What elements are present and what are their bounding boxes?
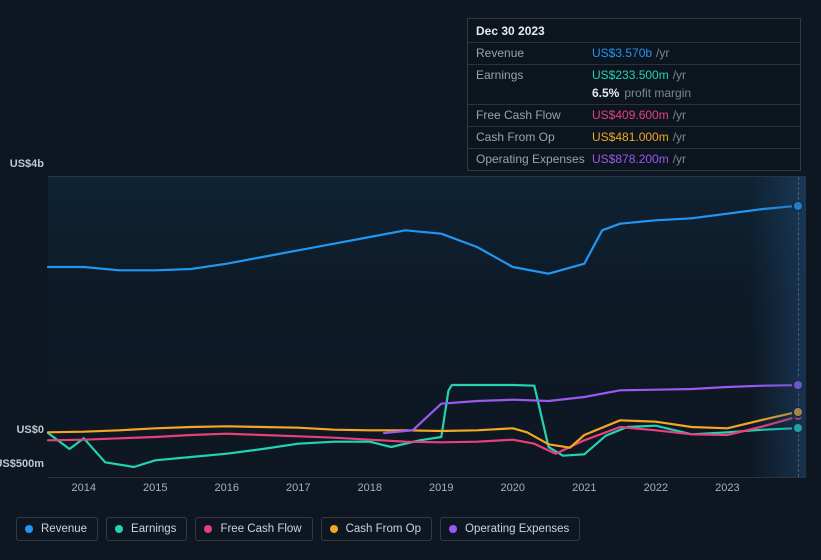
x-axis-tick: 2016 — [215, 482, 239, 494]
y-axis-label: US$4b — [0, 158, 44, 170]
marker-opex — [794, 381, 802, 389]
chart-area[interactable]: US$4b US$0 -US$500m 20142015201620172018… — [16, 158, 806, 518]
x-axis-tick: 2023 — [715, 482, 739, 494]
chart-container: Dec 30 2023 Revenue US$3.570b /yr Earnin… — [0, 0, 821, 560]
x-axis-tick: 2021 — [572, 482, 596, 494]
tooltip-label: Cash From Op — [476, 130, 592, 144]
y-axis-label: US$0 — [0, 424, 44, 436]
tooltip-value: US$233.500m — [592, 68, 669, 82]
legend-dot-icon — [204, 525, 212, 533]
profit-margin-pct: 6.5% — [592, 86, 619, 100]
legend-label: Revenue — [41, 523, 87, 535]
legend-label: Earnings — [131, 523, 176, 535]
legend-dot-icon — [115, 525, 123, 533]
x-axis-tick: 2019 — [429, 482, 453, 494]
chart-svg — [48, 177, 806, 477]
series-revenue — [48, 206, 799, 274]
legend-dot-icon — [449, 525, 457, 533]
tooltip-row-cfo: Cash From Op US$481.000m /yr — [468, 126, 800, 148]
tooltip-unit: /yr — [673, 130, 686, 144]
y-axis-label: -US$500m — [0, 458, 44, 470]
chart-tooltip: Dec 30 2023 Revenue US$3.570b /yr Earnin… — [467, 18, 801, 171]
legend-item-opex[interactable]: Operating Expenses — [440, 517, 580, 541]
tooltip-label: Revenue — [476, 46, 592, 60]
tooltip-row-earnings: Earnings US$233.500m /yr — [468, 64, 800, 86]
x-axis-tick: 2014 — [72, 482, 96, 494]
tooltip-unit: /yr — [673, 68, 686, 82]
legend-dot-icon — [25, 525, 33, 533]
tooltip-row-fcf: Free Cash Flow US$409.600m /yr — [468, 104, 800, 126]
chart-legend: Revenue Earnings Free Cash Flow Cash From O… — [16, 517, 580, 541]
marker-earnings — [794, 424, 802, 432]
tooltip-label: Free Cash Flow — [476, 108, 592, 122]
legend-item-fcf[interactable]: Free Cash Flow — [195, 517, 312, 541]
legend-item-earnings[interactable]: Earnings — [106, 517, 187, 541]
tooltip-value: US$3.570b — [592, 46, 652, 60]
tooltip-value: US$481.000m — [592, 130, 669, 144]
x-axis-tick: 2018 — [358, 482, 382, 494]
x-axis-tick: 2022 — [644, 482, 668, 494]
tooltip-row-revenue: Revenue US$3.570b /yr — [468, 42, 800, 64]
profit-margin-label: profit margin — [624, 86, 691, 100]
tooltip-date: Dec 30 2023 — [468, 19, 800, 42]
x-axis-tick: 2020 — [501, 482, 525, 494]
legend-item-cfo[interactable]: Cash From Op — [321, 517, 432, 541]
tooltip-unit: /yr — [673, 108, 686, 122]
tooltip-label: Earnings — [476, 68, 592, 82]
marker-revenue — [794, 202, 802, 210]
x-axis-tick: 2017 — [286, 482, 310, 494]
plot-area[interactable] — [48, 176, 806, 478]
marker-cfo — [794, 408, 802, 416]
series-fcf — [48, 416, 799, 453]
x-axis-tick: 2015 — [143, 482, 167, 494]
tooltip-unit: /yr — [656, 46, 669, 60]
x-axis: 2014 2015 2016 2017 2018 2019 2020 2021 2022 2023 — [48, 482, 806, 502]
legend-label: Operating Expenses — [465, 523, 569, 535]
tooltip-row-profit-margin: 6.5% profit margin — [468, 86, 800, 104]
legend-label: Free Cash Flow — [220, 523, 301, 535]
legend-item-revenue[interactable]: Revenue — [16, 517, 98, 541]
legend-dot-icon — [330, 525, 338, 533]
legend-label: Cash From Op — [346, 523, 421, 535]
tooltip-value: US$409.600m — [592, 108, 669, 122]
